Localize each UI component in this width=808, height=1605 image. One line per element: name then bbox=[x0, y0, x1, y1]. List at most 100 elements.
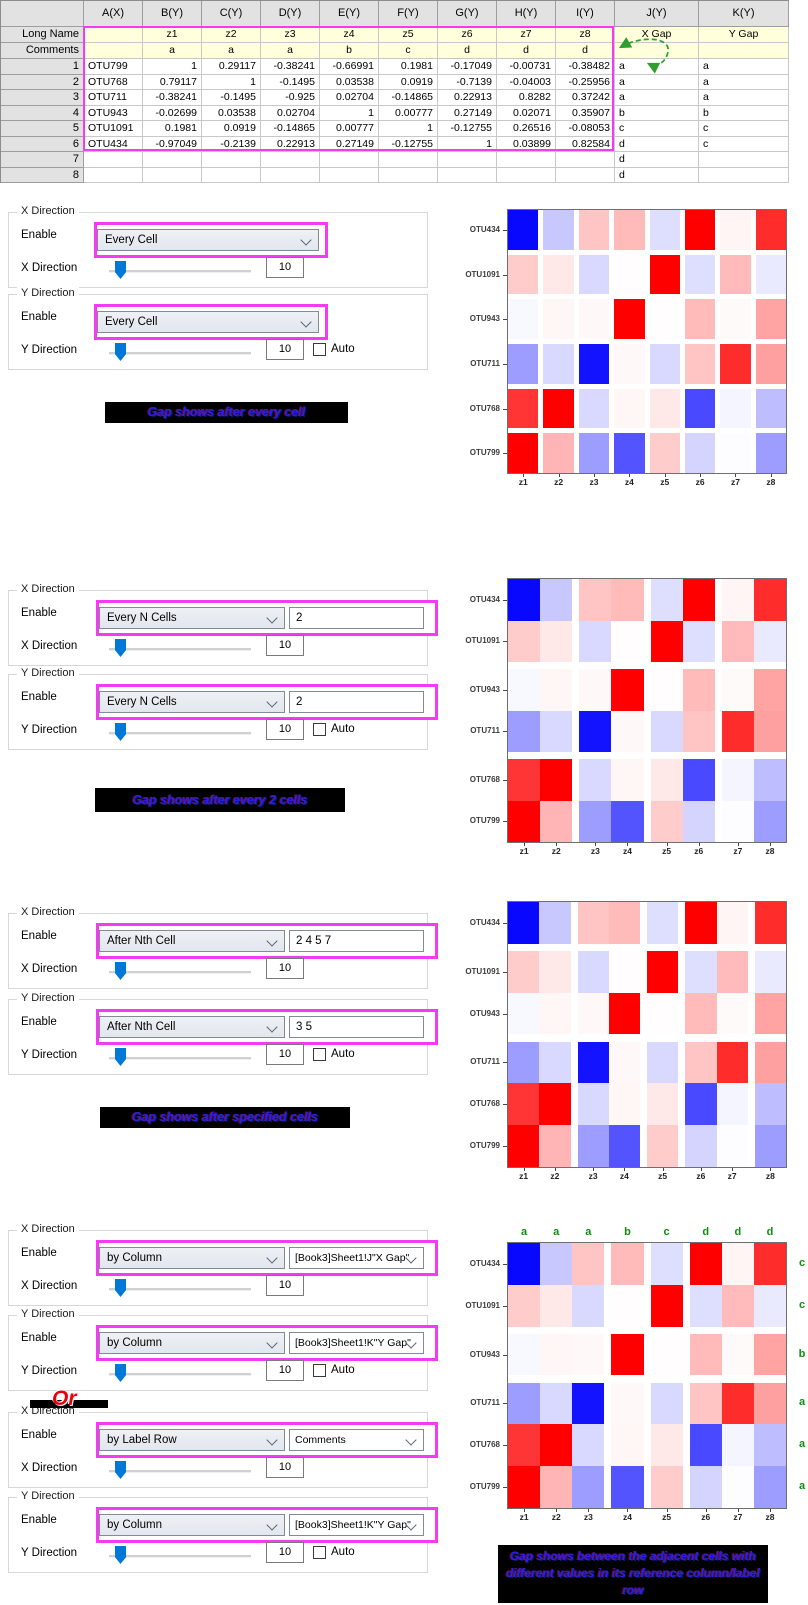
cell-comments-4[interactable]: a bbox=[261, 43, 320, 59]
slider-thumb[interactable] bbox=[115, 261, 126, 279]
cell-r2-c2[interactable]: 0.79117 bbox=[143, 74, 202, 90]
section-by-column-y-enable-combo[interactable]: by Column bbox=[99, 1332, 285, 1354]
column-header-C(Y)[interactable]: C(Y) bbox=[202, 1, 261, 27]
cell-long-name-9[interactable]: z8 bbox=[556, 27, 615, 43]
cell-r6-c1[interactable]: OTU434 bbox=[84, 136, 143, 152]
section-every-n-cells-x-enable-combo[interactable]: Every N Cells bbox=[99, 607, 285, 629]
cell-long-name-7[interactable]: z6 bbox=[438, 27, 497, 43]
cell-r6-c4[interactable]: 0.22913 bbox=[261, 136, 320, 152]
cell-r3-c11[interactable]: a bbox=[699, 90, 789, 106]
cell-r5-c11[interactable]: c bbox=[699, 121, 789, 137]
cell-r1-c8[interactable]: -0.00731 bbox=[497, 59, 556, 75]
cell-r8-c1[interactable] bbox=[84, 167, 143, 183]
cell-r6-c3[interactable]: -0.2139 bbox=[202, 136, 261, 152]
row-header-2[interactable]: 2 bbox=[1, 74, 84, 90]
cell-r2-c1[interactable]: OTU768 bbox=[84, 74, 143, 90]
cell-r4-c9[interactable]: 0.35907 bbox=[556, 105, 615, 121]
slider-thumb[interactable] bbox=[115, 1461, 126, 1479]
column-header-H(Y)[interactable]: H(Y) bbox=[497, 1, 556, 27]
section-by-column-x-gap-slider[interactable] bbox=[109, 1288, 251, 1291]
section-every-cell-auto-checkbox[interactable] bbox=[313, 343, 326, 356]
cell-r7-c9[interactable] bbox=[556, 152, 615, 168]
cell-r8-c10[interactable]: d bbox=[615, 167, 699, 183]
section-by-column-y-gap-slider[interactable] bbox=[109, 1373, 251, 1376]
cell-r3-c8[interactable]: 0.8282 bbox=[497, 90, 556, 106]
cell-long-name-3[interactable]: z2 bbox=[202, 27, 261, 43]
row-header-6[interactable]: 6 bbox=[1, 136, 84, 152]
cell-long-name-4[interactable]: z3 bbox=[261, 27, 320, 43]
cell-r8-c7[interactable] bbox=[438, 167, 497, 183]
section-after-nth-cell-y-enable-combo[interactable]: After Nth Cell bbox=[99, 1016, 285, 1038]
cell-r6-c9[interactable]: 0.82584 bbox=[556, 136, 615, 152]
cell-r2-c8[interactable]: -0.04003 bbox=[497, 74, 556, 90]
worksheet-corner-cell[interactable] bbox=[1, 1, 84, 27]
cell-long-name-5[interactable]: z4 bbox=[320, 27, 379, 43]
cell-r2-c5[interactable]: 0.03538 bbox=[320, 74, 379, 90]
section-every-n-cells-y-param-input[interactable]: 2 bbox=[289, 691, 424, 713]
cell-r7-c3[interactable] bbox=[202, 152, 261, 168]
cell-r3-c1[interactable]: OTU711 bbox=[84, 90, 143, 106]
row-header-long-name[interactable]: Long Name bbox=[1, 27, 84, 43]
cell-r8-c11[interactable] bbox=[699, 167, 789, 183]
cell-r1-c9[interactable]: -0.38482 bbox=[556, 59, 615, 75]
section-every-cell-y-gap-slider[interactable] bbox=[109, 352, 251, 355]
cell-r5-c7[interactable]: -0.12755 bbox=[438, 121, 497, 137]
cell-r4-c7[interactable]: 0.27149 bbox=[438, 105, 497, 121]
cell-comments-9[interactable]: d bbox=[556, 43, 615, 59]
cell-r2-c4[interactable]: -0.1495 bbox=[261, 74, 320, 90]
section-after-nth-cell-y-gap-value[interactable]: 10 bbox=[266, 1044, 304, 1065]
slider-thumb[interactable] bbox=[115, 1279, 126, 1297]
cell-r4-c6[interactable]: 0.00777 bbox=[379, 105, 438, 121]
cell-comments-5[interactable]: b bbox=[320, 43, 379, 59]
section-by-label-row-x-enable-combo[interactable]: by Label Row bbox=[99, 1429, 285, 1451]
cell-r3-c4[interactable]: -0.925 bbox=[261, 90, 320, 106]
section-after-nth-cell-y-gap-slider[interactable] bbox=[109, 1057, 251, 1060]
cell-comments-3[interactable]: a bbox=[202, 43, 261, 59]
heatmap-by-column[interactable] bbox=[507, 1242, 787, 1509]
cell-r2-c7[interactable]: -0.7139 bbox=[438, 74, 497, 90]
section-every-n-cells-x-param-input[interactable]: 2 bbox=[289, 607, 424, 629]
cell-r2-c10[interactable]: a bbox=[615, 74, 699, 90]
cell-r1-c1[interactable]: OTU799 bbox=[84, 59, 143, 75]
column-header-I(Y)[interactable]: I(Y) bbox=[556, 1, 615, 27]
cell-r5-c8[interactable]: 0.26516 bbox=[497, 121, 556, 137]
cell-comments-6[interactable]: c bbox=[379, 43, 438, 59]
cell-r2-c6[interactable]: 0.0919 bbox=[379, 74, 438, 90]
cell-r3-c7[interactable]: 0.22913 bbox=[438, 90, 497, 106]
cell-long-name-2[interactable]: z1 bbox=[143, 27, 202, 43]
cell-r5-c2[interactable]: 0.1981 bbox=[143, 121, 202, 137]
cell-comments-8[interactable]: d bbox=[497, 43, 556, 59]
cell-r8-c9[interactable] bbox=[556, 167, 615, 183]
cell-comments-11[interactable] bbox=[699, 43, 789, 59]
cell-r3-c6[interactable]: -0.14865 bbox=[379, 90, 438, 106]
cell-r3-c3[interactable]: -0.1495 bbox=[202, 90, 261, 106]
section-by-label-row-x-source-dropdown[interactable]: Comments bbox=[289, 1429, 424, 1451]
cell-r1-c7[interactable]: -0.17049 bbox=[438, 59, 497, 75]
cell-r7-c8[interactable] bbox=[497, 152, 556, 168]
cell-r8-c3[interactable] bbox=[202, 167, 261, 183]
section-after-nth-cell-x-enable-combo[interactable]: After Nth Cell bbox=[99, 930, 285, 952]
cell-r4-c4[interactable]: 0.02704 bbox=[261, 105, 320, 121]
section-every-cell-x-gap-slider[interactable] bbox=[109, 270, 251, 273]
cell-r1-c11[interactable]: a bbox=[699, 59, 789, 75]
cell-r6-c11[interactable]: c bbox=[699, 136, 789, 152]
column-header-F(Y)[interactable]: F(Y) bbox=[379, 1, 438, 27]
cell-r1-c5[interactable]: -0.66991 bbox=[320, 59, 379, 75]
row-header-3[interactable]: 3 bbox=[1, 90, 84, 106]
cell-long-name-8[interactable]: z7 bbox=[497, 27, 556, 43]
section-by-label-row-y-gap-slider[interactable] bbox=[109, 1555, 251, 1558]
cell-r1-c6[interactable]: 0.1981 bbox=[379, 59, 438, 75]
slider-thumb[interactable] bbox=[115, 962, 126, 980]
column-header-B(Y)[interactable]: B(Y) bbox=[143, 1, 202, 27]
row-header-1[interactable]: 1 bbox=[1, 59, 84, 75]
section-by-column-y-source-dropdown[interactable]: [Book3]Sheet1!K"Y Gap" bbox=[289, 1332, 424, 1354]
cell-r7-c4[interactable] bbox=[261, 152, 320, 168]
cell-r6-c8[interactable]: 0.03899 bbox=[497, 136, 556, 152]
cell-r7-c10[interactable]: d bbox=[615, 152, 699, 168]
heatmap-specified-cells[interactable] bbox=[507, 901, 787, 1168]
cell-r8-c5[interactable] bbox=[320, 167, 379, 183]
cell-r4-c3[interactable]: 0.03538 bbox=[202, 105, 261, 121]
cell-r8-c2[interactable] bbox=[143, 167, 202, 183]
section-after-nth-cell-x-gap-slider[interactable] bbox=[109, 971, 251, 974]
cell-r3-c9[interactable]: 0.37242 bbox=[556, 90, 615, 106]
